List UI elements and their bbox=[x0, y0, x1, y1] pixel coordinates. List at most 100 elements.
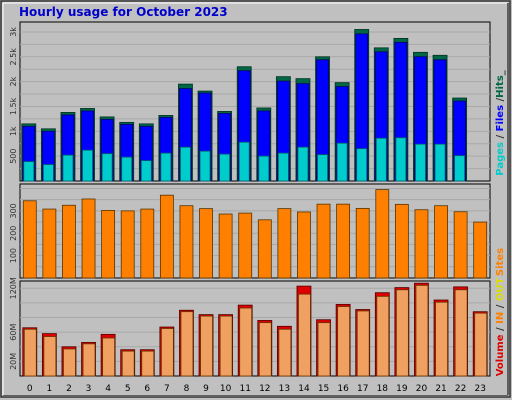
y-tick-label: 1k bbox=[9, 126, 18, 136]
out-bar bbox=[23, 328, 37, 377]
out-bar bbox=[141, 350, 155, 377]
sites-bar bbox=[22, 200, 37, 279]
out-bar bbox=[298, 293, 311, 377]
legend-middle: Sites bbox=[495, 248, 506, 276]
sites-bar bbox=[140, 208, 155, 279]
pages-bar bbox=[199, 150, 211, 182]
x-tick-label: 5 bbox=[125, 384, 131, 394]
out-bar bbox=[200, 315, 213, 377]
out-bar bbox=[102, 337, 116, 377]
out-bar bbox=[376, 295, 390, 377]
pages-bar bbox=[317, 154, 328, 182]
sites-bar bbox=[316, 203, 331, 279]
sites-bar bbox=[120, 210, 135, 279]
pages-bar bbox=[121, 156, 133, 182]
out-bar bbox=[454, 289, 468, 377]
legend-bottom: Volume / IN / OUT bbox=[495, 278, 506, 377]
pages-bar bbox=[375, 137, 387, 182]
out-bar bbox=[435, 301, 448, 377]
out-bar bbox=[278, 328, 292, 377]
sites-bar bbox=[297, 211, 311, 279]
x-axis-labels: 0 1 2 3 4 5 6 7 8 9 10 11 12 13 14 15 16 17 18 19 20 21 22 23 bbox=[27, 384, 486, 394]
y-tick-label: 500 bbox=[9, 149, 18, 164]
sites-bar bbox=[257, 219, 272, 279]
sites-bar bbox=[414, 209, 429, 279]
chart-panels: 500 1k 1.5k 2k 2.5k 3k 100 200 300 20M 60M 120M bbox=[9, 21, 491, 377]
out-bar bbox=[239, 307, 253, 377]
sites-bar bbox=[42, 208, 57, 279]
sites-bar bbox=[355, 207, 370, 279]
legend-part: / bbox=[495, 301, 506, 312]
y-tick-label: 1.5k bbox=[9, 97, 18, 115]
pages-bar bbox=[277, 152, 289, 182]
out-bar bbox=[219, 315, 233, 377]
sites-bar bbox=[101, 210, 116, 279]
pages-bar bbox=[297, 146, 309, 182]
x-tick-label: 18 bbox=[377, 384, 389, 394]
pages-bar bbox=[336, 142, 348, 182]
legend-part: Sites bbox=[495, 248, 506, 276]
panel-sites: 100 200 300 bbox=[9, 183, 491, 279]
out-bar bbox=[474, 312, 488, 377]
pages-bar bbox=[258, 155, 270, 182]
sites-bar bbox=[159, 194, 174, 279]
x-tick-label: 21 bbox=[435, 384, 446, 394]
sites-bar bbox=[238, 212, 253, 279]
x-tick-label: 1 bbox=[47, 384, 53, 394]
sites-bar bbox=[336, 203, 351, 279]
sites-bar bbox=[81, 198, 96, 279]
legend-part: Pages bbox=[495, 142, 506, 176]
x-tick-label: 8 bbox=[184, 384, 190, 394]
pages-bar bbox=[415, 143, 426, 182]
x-tick-label: 15 bbox=[318, 384, 329, 394]
out-bar bbox=[258, 322, 272, 377]
pages-bar bbox=[23, 161, 35, 182]
legend-part: Volume bbox=[495, 334, 506, 376]
legend-part: Files bbox=[495, 105, 506, 131]
pages-bar bbox=[160, 152, 172, 182]
legend-part: / bbox=[495, 131, 506, 142]
x-tick-label: 12 bbox=[259, 384, 270, 394]
y-tick-label: 300 bbox=[9, 203, 18, 218]
out-bar bbox=[160, 328, 174, 377]
x-tick-label: 23 bbox=[474, 384, 485, 394]
y-tick-label: 2k bbox=[9, 76, 18, 86]
out-bar bbox=[63, 348, 76, 377]
legend-part: / bbox=[495, 97, 506, 104]
pages-bar bbox=[356, 148, 368, 182]
legend-part: _ bbox=[495, 70, 506, 75]
out-bar bbox=[43, 336, 57, 377]
out-bar bbox=[395, 289, 409, 377]
x-tick-label: 17 bbox=[357, 384, 368, 394]
sites-bar bbox=[179, 205, 194, 279]
x-tick-label: 7 bbox=[164, 384, 170, 394]
sites-bar bbox=[199, 208, 213, 279]
x-tick-label: 3 bbox=[86, 384, 92, 394]
pages-bar bbox=[82, 149, 93, 182]
out-bar bbox=[121, 350, 135, 377]
legend-part: OUT bbox=[495, 278, 506, 302]
x-tick-label: 6 bbox=[144, 384, 150, 394]
sites-bar bbox=[434, 205, 448, 279]
panel-hits-files-pages: 500 1k 1.5k 2k 2.5k 3k bbox=[9, 21, 491, 182]
x-tick-label: 0 bbox=[27, 384, 33, 394]
x-tick-label: 20 bbox=[416, 384, 428, 394]
x-tick-label: 13 bbox=[279, 384, 290, 394]
pages-bar bbox=[219, 153, 231, 182]
pages-bar bbox=[395, 137, 407, 182]
x-tick-label: 9 bbox=[203, 384, 209, 394]
pages-bar bbox=[42, 164, 54, 182]
out-bar bbox=[180, 311, 194, 377]
y-tick-label: 2.5k bbox=[9, 48, 18, 66]
out-bar bbox=[415, 284, 429, 377]
sites-bar bbox=[394, 203, 409, 279]
x-tick-label: 22 bbox=[455, 384, 466, 394]
x-tick-label: 16 bbox=[337, 384, 349, 394]
out-bar bbox=[82, 343, 96, 377]
legend-part: IN bbox=[495, 312, 506, 324]
out-bar bbox=[317, 322, 331, 377]
x-tick-label: 10 bbox=[220, 384, 232, 394]
plot-area bbox=[19, 21, 491, 182]
